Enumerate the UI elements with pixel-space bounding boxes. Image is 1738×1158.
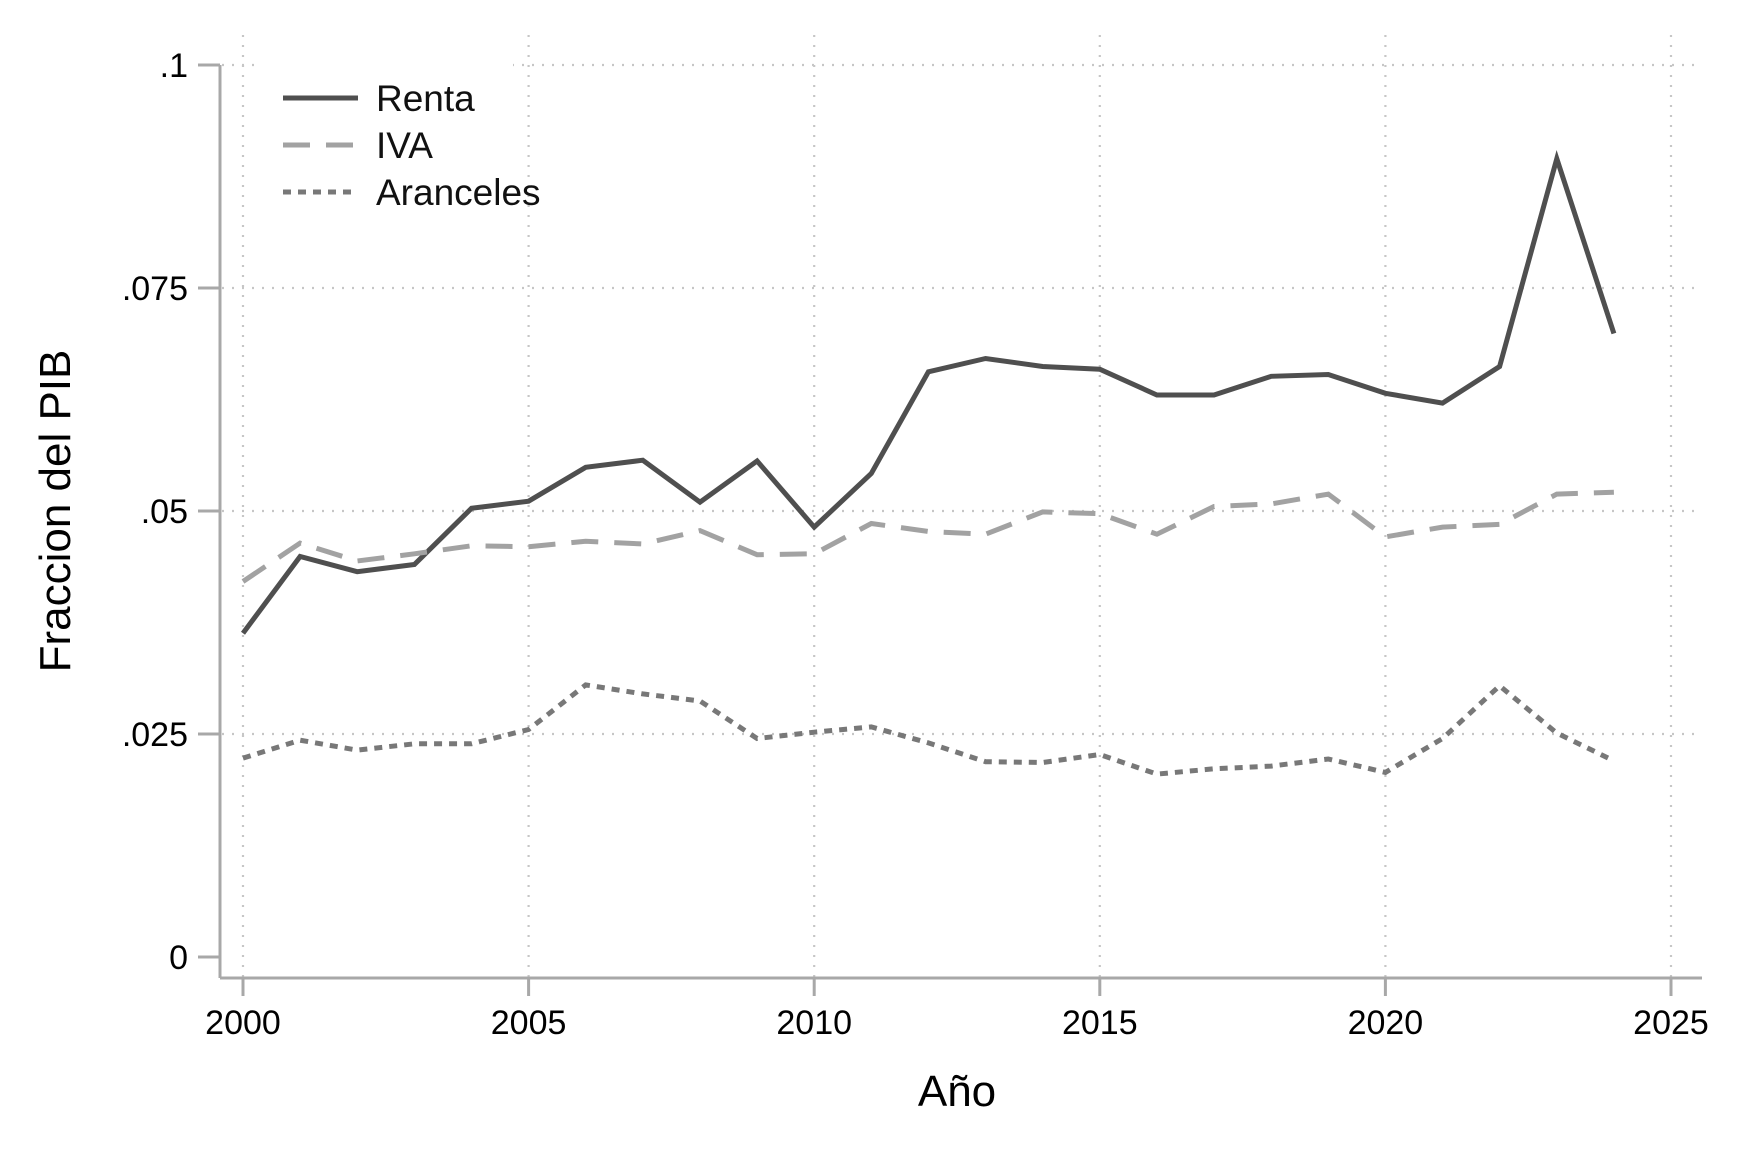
legend-label-iva: IVA [376,125,433,166]
x-tick-label: 2000 [205,1004,281,1042]
gridlines [222,35,1702,978]
series-line-aranceles [242,682,1615,777]
y-tick-label: 0 [169,939,188,977]
axes: 0 .025 .05 .075 .1 2000 2005 2010 2015 2020 2025 [122,47,1709,1042]
x-tick-label: 2015 [1062,1004,1138,1042]
x-tick-label: 2010 [776,1004,852,1042]
x-axis-title: Año [918,1067,996,1116]
legend-label-renta: Renta [376,78,475,119]
y-tick-label: .025 [122,716,188,754]
x-tick-label: 2025 [1633,1004,1709,1042]
series-line-iva [241,489,1614,584]
y-tick-label: .05 [141,493,188,531]
x-tick-label: 2020 [1348,1004,1424,1042]
y-axis-title: Fraccion del PIB [31,350,80,673]
y-tick-label: .1 [160,47,188,85]
legend: Renta IVA Aranceles [255,52,541,220]
x-tick-label: 2005 [491,1004,567,1042]
y-tick-label: .075 [122,270,188,308]
series-lines [240,150,1617,777]
legend-label-aranceles: Aranceles [376,172,541,213]
series-line-renta [240,150,1617,635]
